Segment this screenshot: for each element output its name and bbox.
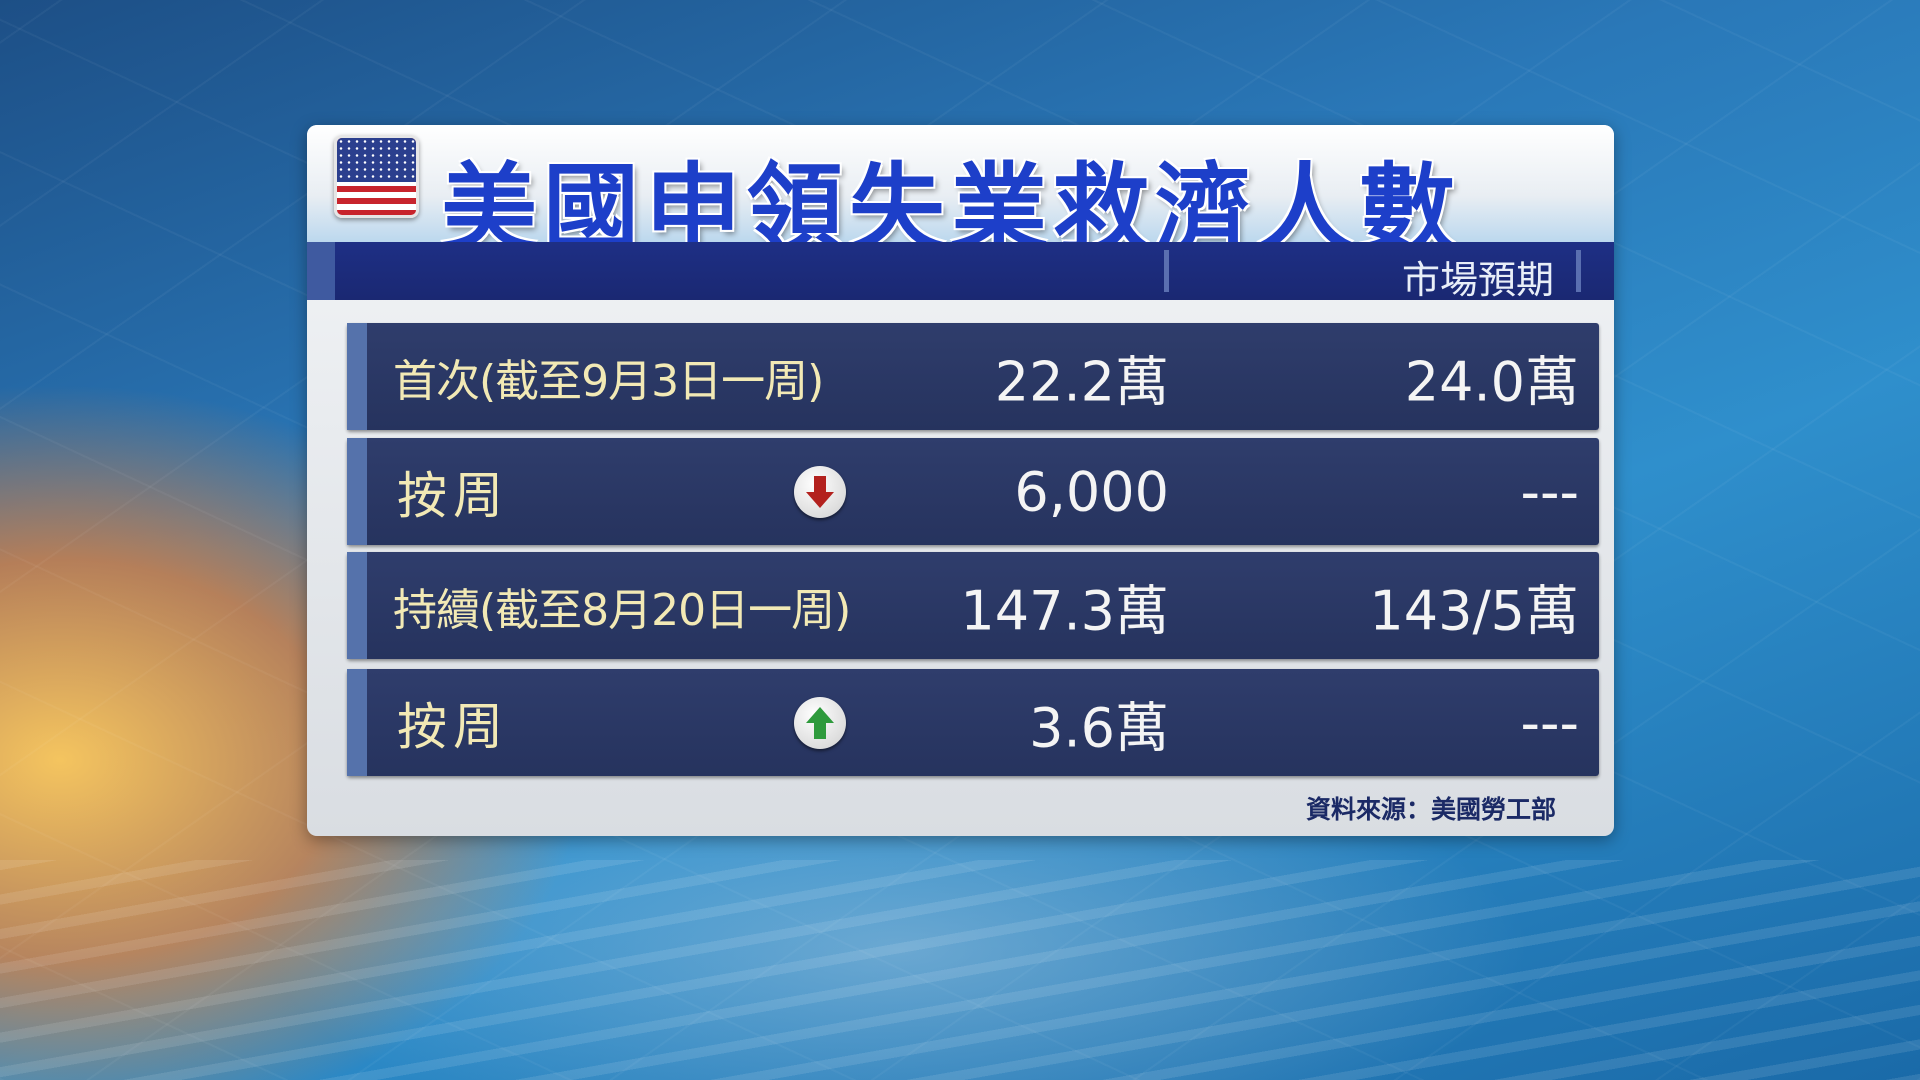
arrow-up-icon	[794, 696, 846, 749]
row-expectation: 143/5萬	[1369, 579, 1579, 642]
title-band: 美國申領失業救濟人數	[307, 125, 1614, 265]
row-value: 6,000	[1014, 460, 1169, 523]
header-accent	[307, 242, 335, 300]
column-divider	[1164, 250, 1169, 292]
row-label: 按周	[397, 697, 509, 756]
table-row-continuing-claims: 持續(截至8月20日一周) 147.3萬 143/5萬	[347, 552, 1599, 659]
us-flag-icon	[334, 135, 419, 218]
source-note: 資料來源：美國勞工部	[1305, 795, 1556, 824]
row-label: 持續(截至8月20日一周)	[393, 584, 851, 636]
header-bar: 市場預期	[307, 242, 1614, 302]
row-value: 22.2萬	[994, 350, 1169, 413]
row-expectation: ---	[1520, 460, 1579, 523]
row-accent	[347, 438, 367, 545]
arrow-down-icon	[794, 465, 846, 518]
row-value: 3.6萬	[1029, 696, 1169, 759]
row-label: 按周	[397, 466, 509, 525]
info-panel: 美國申領失業救濟人數 市場預期 首次(截至9月3日一周) 22.2萬 24.0萬…	[307, 125, 1614, 836]
table-row-continuing-weekly-change: 按周 3.6萬 ---	[347, 669, 1599, 776]
background-floor	[0, 860, 1920, 1080]
row-label: 首次(截至9月3日一周)	[393, 355, 824, 407]
expectation-header: 市場預期	[1401, 258, 1554, 302]
row-accent	[347, 552, 367, 659]
row-expectation: ---	[1520, 691, 1579, 754]
table-row-initial-weekly-change: 按周 6,000 ---	[347, 438, 1599, 545]
row-accent	[347, 323, 367, 430]
column-divider	[1576, 250, 1581, 292]
row-accent	[347, 669, 367, 776]
row-value: 147.3萬	[960, 579, 1169, 642]
table-row-initial-claims: 首次(截至9月3日一周) 22.2萬 24.0萬	[347, 323, 1599, 430]
row-expectation: 24.0萬	[1404, 350, 1579, 413]
